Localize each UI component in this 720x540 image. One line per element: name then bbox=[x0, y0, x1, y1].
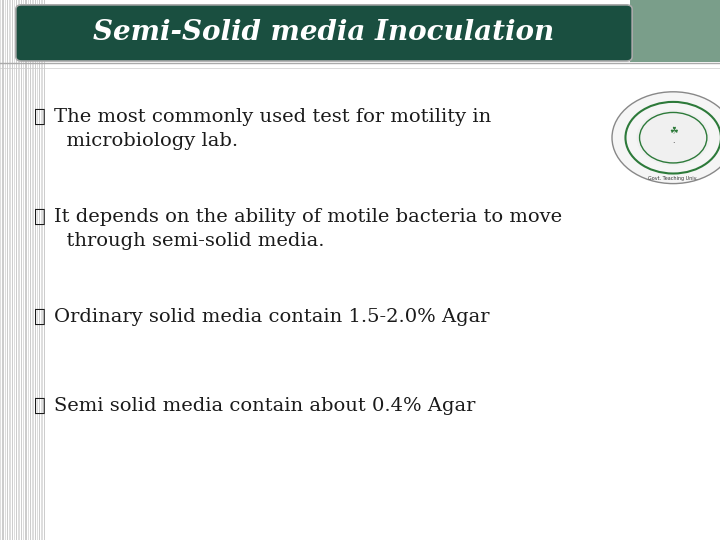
Bar bbox=[630, 0, 720, 59]
Text: ❖: ❖ bbox=[34, 397, 45, 415]
Circle shape bbox=[612, 92, 720, 184]
Text: ❖: ❖ bbox=[34, 108, 45, 126]
Text: Semi-Solid media Inoculation: Semi-Solid media Inoculation bbox=[94, 19, 554, 46]
Text: It depends on the ability of motile bacteria to move
  through semi-solid media.: It depends on the ability of motile bact… bbox=[54, 208, 562, 249]
Bar bbox=[44, 0, 45, 540]
Text: Govt. Teaching Univ.: Govt. Teaching Univ. bbox=[649, 176, 698, 180]
Bar bbox=[32, 0, 34, 540]
Text: Semi solid media contain about 0.4% Agar: Semi solid media contain about 0.4% Agar bbox=[54, 397, 475, 415]
Bar bbox=[2, 0, 4, 540]
Text: ❖: ❖ bbox=[34, 308, 45, 326]
Text: The most commonly used test for motility in
  microbiology lab.: The most commonly used test for motility… bbox=[54, 108, 491, 150]
Bar bbox=[0, 0, 1, 540]
Bar bbox=[14, 0, 15, 540]
Bar bbox=[9, 0, 11, 540]
Text: ☘: ☘ bbox=[669, 126, 678, 136]
Bar bbox=[25, 0, 27, 540]
Bar bbox=[27, 0, 29, 540]
Bar bbox=[4, 0, 6, 540]
Bar bbox=[630, 0, 720, 62]
Bar bbox=[16, 0, 17, 540]
Text: Ordinary solid media contain 1.5-2.0% Agar: Ordinary solid media contain 1.5-2.0% Ag… bbox=[54, 308, 490, 326]
Bar bbox=[12, 0, 13, 540]
Text: ❖: ❖ bbox=[34, 208, 45, 226]
Circle shape bbox=[636, 110, 710, 165]
Bar bbox=[7, 0, 8, 540]
Bar bbox=[39, 0, 40, 540]
Text: ۰: ۰ bbox=[671, 138, 675, 147]
Bar bbox=[30, 0, 31, 540]
Bar bbox=[21, 0, 22, 540]
FancyBboxPatch shape bbox=[16, 5, 632, 61]
Bar bbox=[23, 0, 24, 540]
Bar bbox=[35, 0, 36, 540]
Bar bbox=[37, 0, 38, 540]
